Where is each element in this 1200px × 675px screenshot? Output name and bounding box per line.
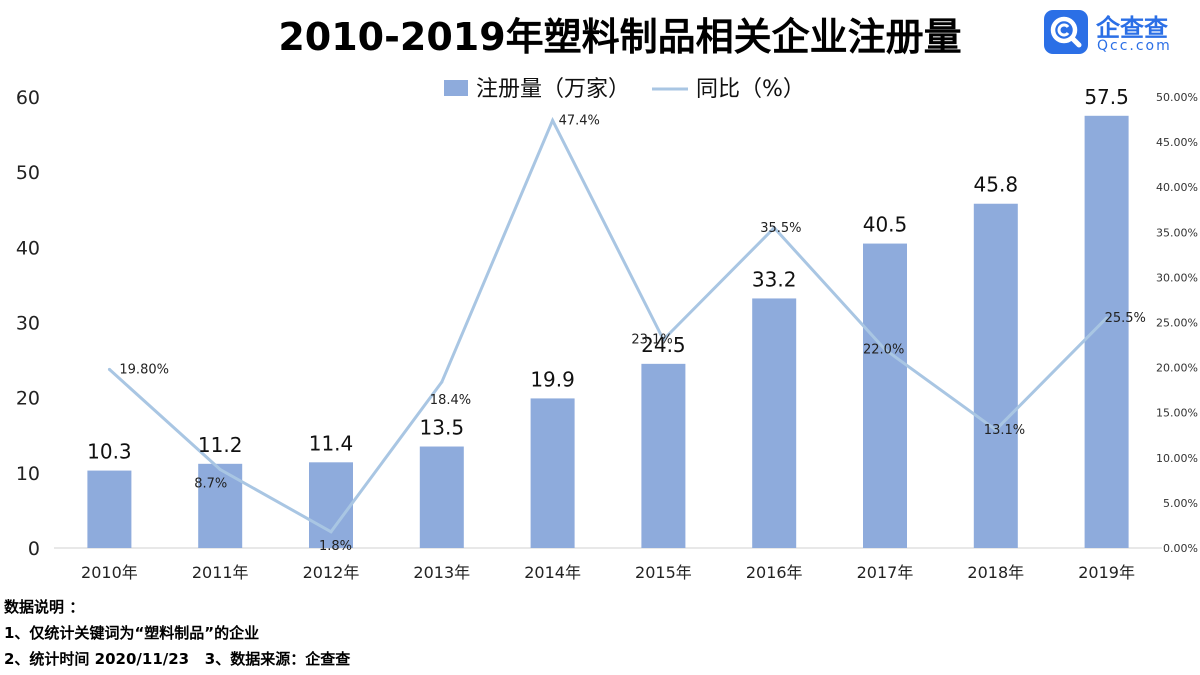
yoy-point [772, 226, 776, 230]
note-line-2: 2、统计时间 2020/11/23 3、数据来源：企查查 [4, 650, 351, 668]
x-tick-label: 2013年 [413, 563, 470, 582]
x-tick-label: 2010年 [81, 563, 138, 582]
bar-data-label: 11.2 [198, 433, 243, 457]
bar-data-label: 11.4 [309, 431, 354, 455]
bar [309, 462, 353, 548]
chart-title: 2010-2019年塑料制品相关企业注册量 [278, 15, 962, 59]
yoy-point [440, 380, 444, 384]
y-right-tick-label: 35.00% [1156, 226, 1198, 239]
yoy-data-label: 13.1% [984, 423, 1025, 438]
y-left-tick-label: 60 [16, 87, 40, 109]
y-left-tick-label: 30 [16, 313, 40, 335]
x-tick-label: 2018年 [967, 563, 1024, 582]
bar [641, 363, 686, 548]
x-tick-label: 2012年 [303, 563, 360, 582]
bar-data-label: 45.8 [974, 173, 1019, 197]
yoy-data-label: 22.0% [863, 343, 904, 358]
y-right-tick-label: 30.00% [1156, 271, 1198, 284]
legend-line-label: 同比（%） [696, 77, 805, 102]
note-heading: 数据说明 ： [4, 598, 85, 616]
bar-data-label: 33.2 [752, 267, 797, 291]
y-right-tick-label: 15.00% [1156, 407, 1198, 420]
bar-data-label: 24.5 [641, 333, 686, 357]
yoy-point [329, 530, 333, 534]
yoy-point [1105, 316, 1109, 320]
note-line-1: 1、仅统计关键词为“塑料制品”的企业 [4, 624, 260, 642]
brand-name: 企查查 [1096, 14, 1168, 42]
bar-data-label: 57.5 [1084, 85, 1129, 109]
yoy-data-label: 18.4% [430, 393, 471, 408]
chart-legend: 注册量（万家） 同比（%） [444, 77, 805, 102]
x-tick-label: 2017年 [857, 563, 914, 582]
y-right-tick-label: 0.00% [1163, 542, 1198, 555]
qcc-logo-icon [1044, 10, 1088, 54]
y-right-tick-label: 45.00% [1156, 136, 1198, 149]
y-left-tick-label: 20 [16, 388, 40, 410]
y-right-tick-label: 40.00% [1156, 181, 1198, 194]
x-tick-label: 2019年 [1078, 563, 1135, 582]
brand-url: Qcc.com [1097, 38, 1172, 54]
yoy-data-label: 8.7% [194, 477, 227, 492]
yoy-data-label: 25.5% [1105, 311, 1146, 326]
y-right-tick-label: 10.00% [1156, 452, 1198, 465]
bar-data-label: 10.3 [87, 440, 132, 464]
y-left-tick-label: 50 [16, 162, 40, 184]
yoy-point [661, 338, 665, 342]
legend-bar-label: 注册量（万家） [476, 77, 630, 102]
y-right-tick-label: 20.00% [1156, 362, 1198, 375]
bar [530, 398, 575, 548]
y-left-tick-label: 0 [28, 538, 40, 560]
bar-data-label: 40.5 [863, 213, 908, 237]
brand-logo: 企查查 Qcc.com [1044, 8, 1179, 58]
yoy-data-label: 23.1% [631, 333, 672, 348]
bar [87, 470, 132, 548]
yoy-line [108, 116, 1108, 534]
bar-data-label: 19.9 [530, 367, 575, 391]
yoy-point [994, 428, 998, 432]
bar-data-label: 13.5 [420, 416, 465, 440]
yoy-data-label: 35.5% [760, 221, 801, 236]
y-left-tick-label: 10 [16, 463, 40, 485]
bar [863, 243, 907, 548]
bar [419, 446, 464, 548]
yoy-data-label: 1.8% [319, 539, 352, 554]
y-right-tick-label: 50.00% [1156, 91, 1198, 104]
legend-bar-swatch [444, 80, 468, 96]
yoy-point [883, 348, 887, 352]
yoy-point [218, 468, 222, 472]
yoy-data-label: 19.80% [119, 362, 169, 377]
bar [752, 298, 797, 548]
y-right-tick-label: 5.00% [1163, 497, 1198, 510]
yoy-point [551, 118, 555, 122]
y-right-tick-label: 25.00% [1156, 317, 1198, 330]
x-tick-label: 2011年 [192, 563, 249, 582]
y-left-tick-label: 40 [16, 237, 40, 259]
yoy-data-label: 47.4% [559, 113, 600, 128]
bar [973, 203, 1018, 548]
yoy-point [107, 367, 111, 371]
x-tick-label: 2015年 [635, 563, 692, 582]
x-tick-label: 2014年 [524, 563, 581, 582]
x-tick-label: 2016年 [746, 563, 803, 582]
